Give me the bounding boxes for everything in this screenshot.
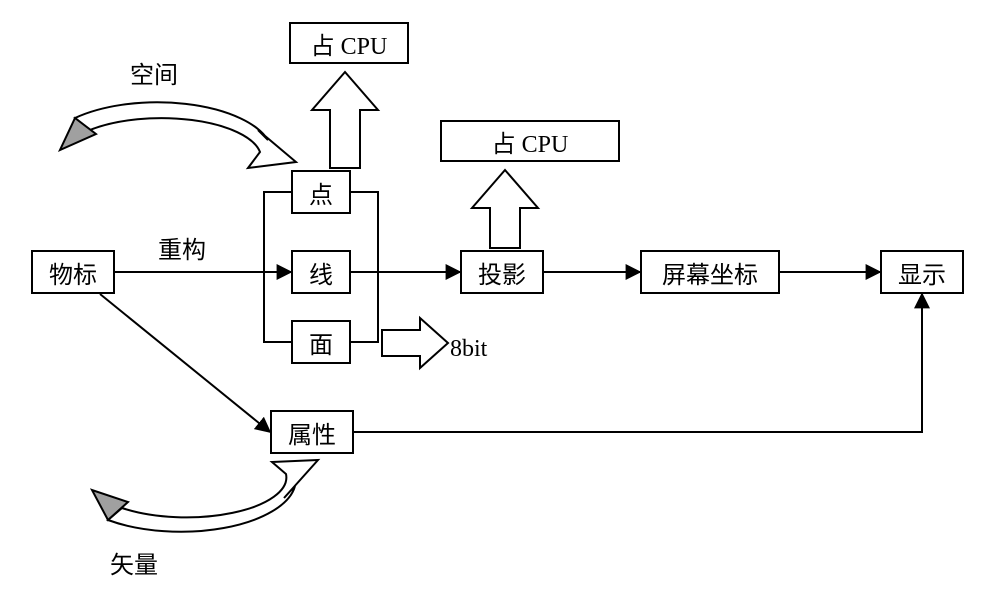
point-box: 点 xyxy=(291,170,351,214)
bits-label: 8bit xyxy=(450,336,487,363)
cpu2-box: 占 CPU xyxy=(440,120,620,162)
edge-target-attr xyxy=(100,294,270,432)
space-label: 空间 xyxy=(130,55,178,90)
cpu2-label: 占 CPU xyxy=(492,124,569,159)
display-label: 显示 xyxy=(898,255,946,290)
block-arrow-up2 xyxy=(472,170,538,248)
face-label: 面 xyxy=(309,325,333,360)
block-arrow-right xyxy=(382,318,448,368)
curved-arrow-space-tail xyxy=(60,118,96,150)
proj-label: 投影 xyxy=(478,255,526,290)
curved-arrow-vector-tail xyxy=(92,490,128,520)
connector-layer xyxy=(0,0,1000,606)
target-label: 物标 xyxy=(49,255,97,290)
proj-box: 投影 xyxy=(460,250,544,294)
cpu1-label: 占 CPU xyxy=(311,26,388,61)
rebuild-label: 重构 xyxy=(158,230,206,265)
screen-label: 屏幕坐标 xyxy=(662,255,758,290)
attr-box: 属性 xyxy=(270,410,354,454)
edge-attr-display xyxy=(354,294,922,432)
curved-arrow-space xyxy=(75,102,296,168)
vector-label: 矢量 xyxy=(110,545,158,580)
line-box: 线 xyxy=(291,250,351,294)
curved-arrow-vector xyxy=(108,460,318,532)
screen-box: 屏幕坐标 xyxy=(640,250,780,294)
point-label: 点 xyxy=(309,175,333,210)
face-box: 面 xyxy=(291,320,351,364)
cpu1-box: 占 CPU xyxy=(289,22,409,64)
line-label: 线 xyxy=(309,255,333,290)
attr-label: 属性 xyxy=(288,415,336,450)
block-arrow-up1 xyxy=(312,72,378,168)
right-bracket xyxy=(351,192,378,342)
target-box: 物标 xyxy=(31,250,115,294)
display-box: 显示 xyxy=(880,250,964,294)
left-bracket xyxy=(264,192,291,342)
